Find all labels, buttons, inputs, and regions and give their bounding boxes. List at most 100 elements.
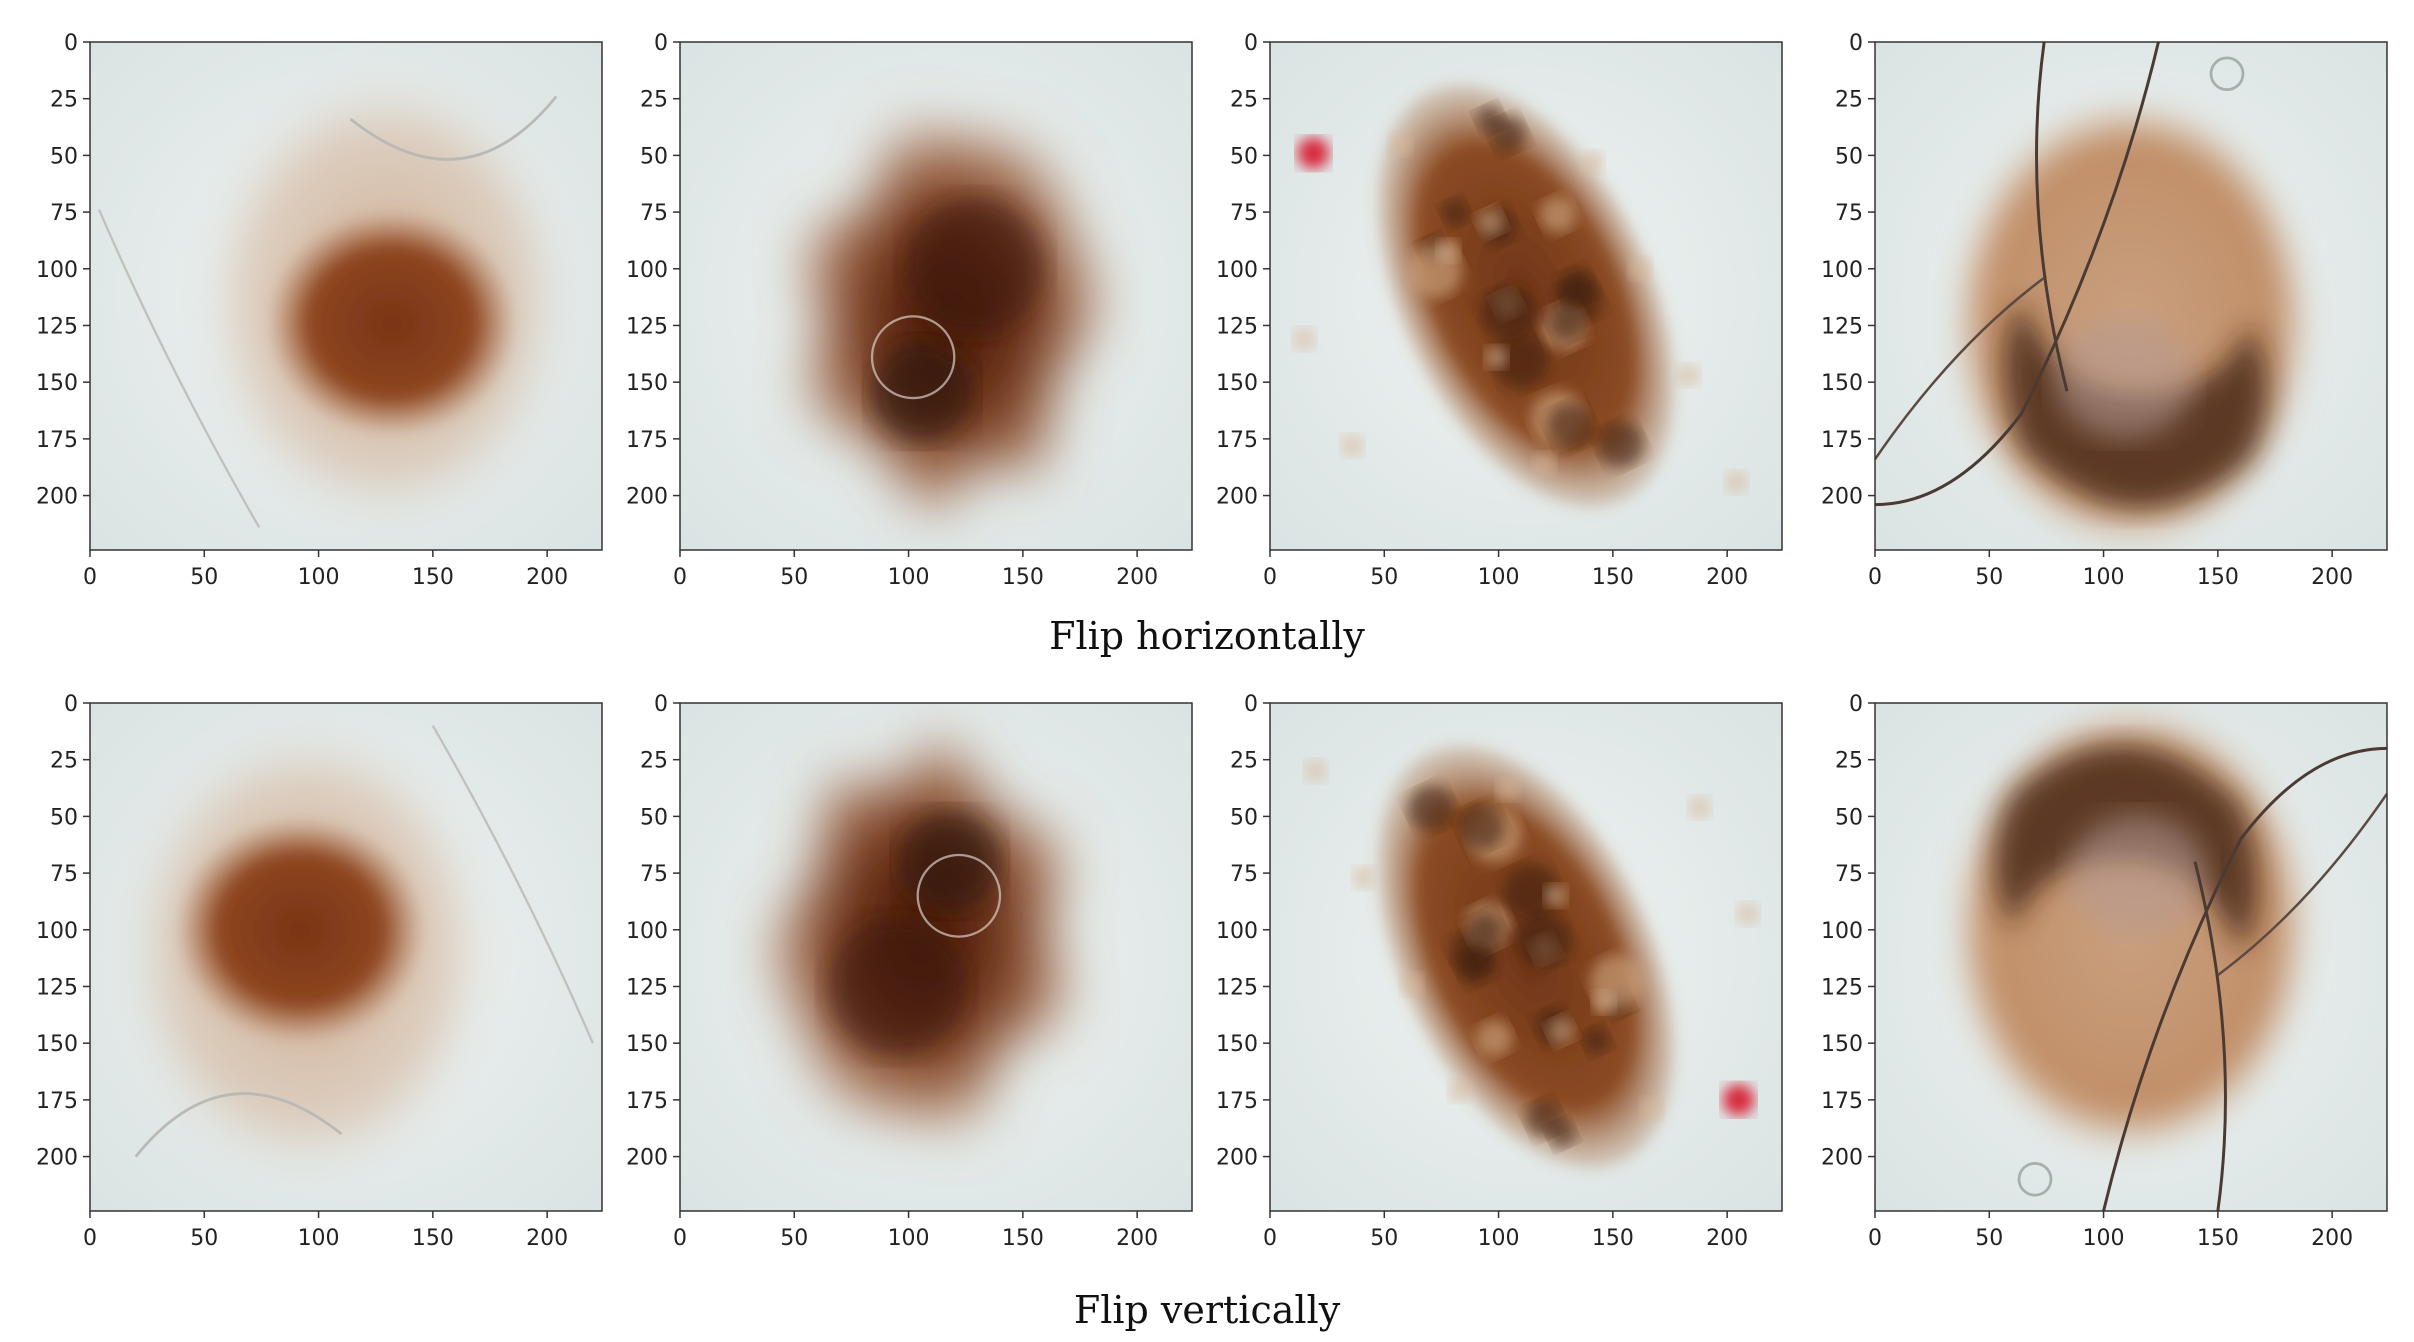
y-tick-label: 0 (1849, 31, 1863, 56)
y-tick-label: 0 (654, 31, 668, 56)
x-tick-label: 100 (2083, 565, 2125, 590)
y-tick-label: 50 (1835, 144, 1863, 169)
skin-freckle (1496, 777, 1520, 801)
x-tick-label: 50 (1975, 1226, 2003, 1251)
y-tick-label: 50 (1230, 144, 1258, 169)
dermoscopy-image (1270, 42, 1782, 550)
y-tick-label: 150 (36, 1032, 78, 1057)
lesion-pink-center (2055, 320, 2193, 439)
y-tick-label: 25 (50, 88, 78, 113)
skin-freckle (1724, 470, 1748, 494)
y-tick-label: 75 (1835, 201, 1863, 226)
hair-strand (431, 725, 594, 1044)
axes-frame (1269, 41, 1783, 551)
hair-strand (1875, 42, 2160, 507)
panel-r1-c4: 0 25 50 75 100 125 150 175 200 0 50 100 150 200 (1821, 31, 2388, 590)
y-tick-label: 100 (36, 258, 78, 283)
x-tick-label: 100 (1478, 1226, 1520, 1251)
lesion-dark-spot (828, 918, 966, 1055)
y-tick-label: 200 (1216, 485, 1258, 510)
lesion-mottled-oval (1304, 744, 1760, 1170)
lesion-mottle (1547, 403, 1594, 449)
x-tick-label: 100 (298, 565, 340, 590)
lesion-dark-spot (872, 341, 973, 442)
lesion-mottle (1516, 912, 1572, 968)
x-tick-label: 150 (412, 565, 454, 590)
x-tick-label: 0 (83, 1226, 97, 1251)
y-tick-label: 0 (1244, 692, 1258, 717)
dermoscopy-image (1270, 703, 1782, 1211)
lesion-mottle (1548, 304, 1586, 341)
skin-freckle (1352, 866, 1376, 889)
y-tick-label: 100 (626, 919, 668, 944)
lesion-mottle (1441, 198, 1470, 227)
y-tick-label: 150 (626, 371, 668, 396)
lesion-mottle (1458, 804, 1505, 850)
y-tick-label: 75 (640, 862, 668, 887)
x-tick-label: 100 (1478, 565, 1520, 590)
hair-strand (2193, 861, 2227, 1211)
y-tick-label: 75 (640, 201, 668, 226)
x-tick-label: 50 (780, 1226, 808, 1251)
x-tick-label: 200 (1706, 1226, 1748, 1251)
x-tick-label: 50 (1370, 565, 1398, 590)
x-tick-label: 200 (1116, 1226, 1158, 1251)
y-tick-label: 125 (1216, 314, 1258, 339)
y-tick-label: 100 (36, 919, 78, 944)
x-tick-label: 50 (1975, 565, 2003, 590)
dermoscopy-image (680, 703, 1192, 1211)
skin-freckle (1688, 795, 1712, 819)
x-tick-label: 50 (190, 565, 218, 590)
y-tick-label: 25 (640, 749, 668, 774)
skin-freckle (1304, 759, 1328, 783)
x-tick-label: 200 (526, 1226, 568, 1251)
lesion-mottle (1547, 1017, 1576, 1045)
y-tick-label: 100 (1216, 258, 1258, 283)
lesion-mottle (1558, 267, 1595, 305)
skin-freckle (1532, 452, 1556, 476)
hair-strand (2035, 42, 2069, 392)
panel-r2-c1: 0 25 50 75 100 125 150 175 200 0 50 100 150 200 (36, 692, 603, 1251)
y-tick-label: 175 (36, 1089, 78, 1114)
y-tick-label: 50 (640, 805, 668, 830)
skin-freckle (1736, 902, 1760, 926)
x-tick-label: 150 (2197, 1226, 2239, 1251)
y-tick-label: 200 (36, 485, 78, 510)
lesion-mottle (1539, 196, 1576, 233)
axes-frame (89, 41, 603, 551)
red-marker-dot (1722, 1084, 1755, 1116)
x-tick-label: 0 (673, 565, 687, 590)
lesion-mottle (1504, 863, 1559, 919)
skin-freckle (1340, 434, 1364, 458)
y-tick-label: 50 (1230, 805, 1258, 830)
x-tick-label: 200 (526, 565, 568, 590)
skin-freckle (1580, 150, 1604, 174)
lesion-mottle (1547, 1120, 1576, 1148)
y-tick-label: 150 (1216, 1032, 1258, 1057)
hair-strand (98, 209, 261, 528)
lesion-mottle (1476, 1020, 1513, 1057)
skin-freckle (1436, 239, 1460, 262)
y-tick-label: 25 (1835, 88, 1863, 113)
skin-freckle (1292, 327, 1316, 351)
y-tick-label: 75 (1835, 862, 1863, 887)
lesion-core (266, 209, 518, 437)
panel-r2-c3: 0 25 50 75 100 125 150 175 200 0 50 100 150 200 (1216, 692, 1783, 1251)
y-tick-label: 25 (50, 749, 78, 774)
y-tick-label: 0 (64, 692, 78, 717)
row-2-caption: Flip vertically (1073, 1288, 1341, 1332)
bubble-artifact (2209, 56, 2245, 91)
lesion-group (1376, 83, 1676, 509)
hair-strand (1875, 276, 2045, 460)
dermoscopy-image (90, 703, 602, 1211)
y-tick-label: 25 (1835, 749, 1863, 774)
x-tick-label: 200 (1706, 565, 1748, 590)
lesion-dark-star (785, 107, 1112, 532)
dermoscopy-image (680, 42, 1192, 550)
x-tick-label: 0 (1263, 565, 1277, 590)
lesion-mottle (1476, 208, 1505, 236)
y-tick-label: 100 (1821, 919, 1863, 944)
y-tick-label: 75 (50, 862, 78, 887)
skin-freckle (1400, 972, 1424, 996)
